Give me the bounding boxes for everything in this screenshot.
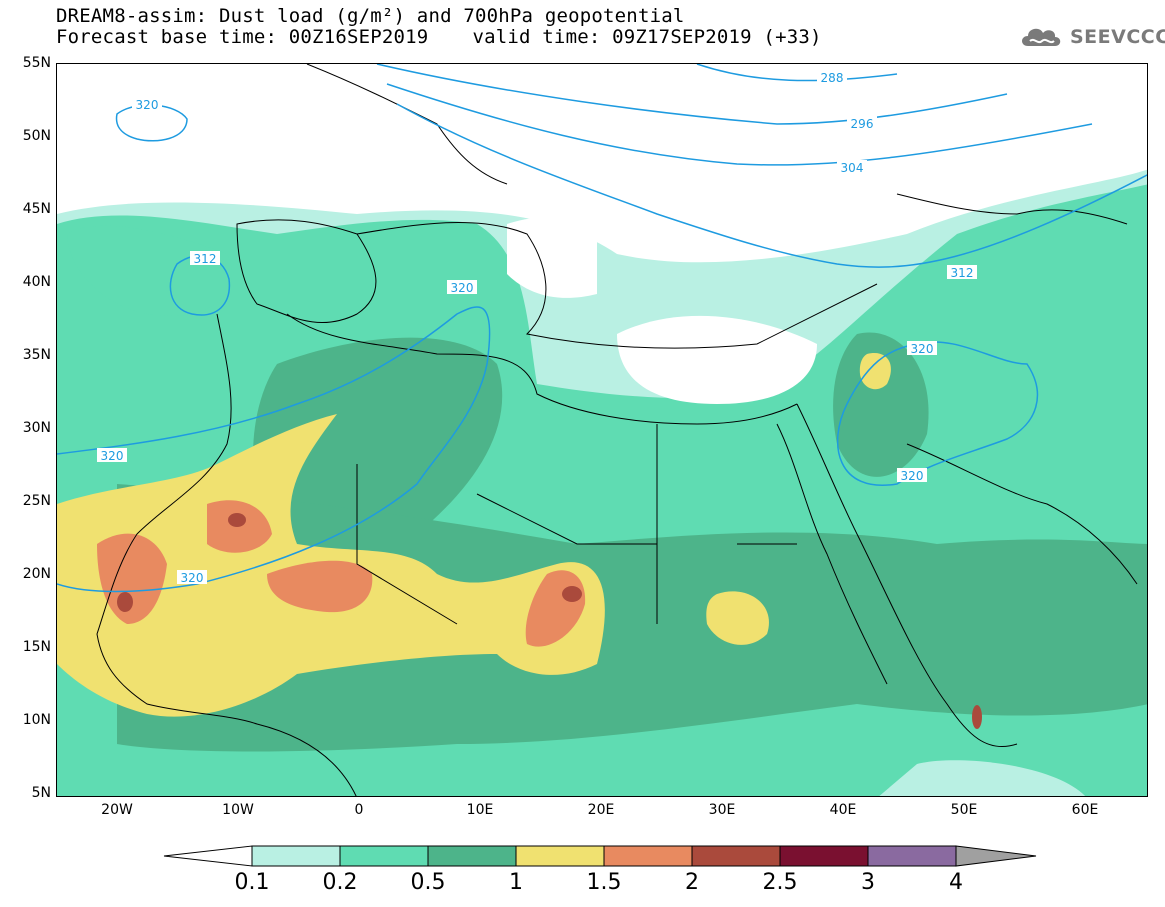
colorbar-swatch	[339, 845, 429, 867]
map-title: DREAM8-assim: Dust load (g/m²) and 700hP…	[56, 5, 685, 27]
lon-label: 50E	[950, 802, 978, 818]
dust-load-field	[57, 169, 1147, 796]
colorbar-label: 0.5	[410, 870, 446, 895]
contour-label: 312	[951, 266, 974, 280]
contour-label: 320	[901, 469, 924, 483]
dust-shade-2	[117, 592, 133, 612]
contour-label: 312	[194, 252, 217, 266]
contour-label: 320	[451, 281, 474, 295]
contour-label: 320	[101, 449, 124, 463]
colorbar-label: 2.5	[762, 870, 798, 895]
lon-label: 10E	[466, 802, 494, 818]
dust-shade-2	[228, 513, 246, 527]
dust-shade-0.5	[117, 484, 1147, 752]
lon-label: 0	[354, 802, 364, 818]
dust-shade-1.5	[267, 560, 373, 613]
lat-label: 5N	[31, 785, 51, 801]
contour-label: 304	[841, 161, 864, 175]
low-dust-area	[507, 216, 597, 298]
contour-label: 320	[181, 571, 204, 585]
contour-label: 288	[821, 71, 844, 85]
seevccc-logo: SEEVCCC	[1018, 24, 1165, 50]
map-canvas: 288 296 304 312 320 320 320 320 320 320 …	[57, 64, 1147, 796]
dust-map: 288 296 304 312 320 320 320 320 320 320 …	[56, 63, 1148, 797]
coastlines	[96, 64, 1138, 796]
colorbar-swatch	[779, 845, 869, 867]
dust-shade-2	[972, 705, 982, 729]
lat-label: 50N	[22, 128, 51, 144]
lat-label: 10N	[22, 712, 51, 728]
lat-label: 40N	[22, 274, 51, 290]
colorbar-label: 0.2	[322, 870, 358, 895]
dust-shade-1.5	[97, 533, 167, 624]
colorbar-label: 1.5	[586, 870, 622, 895]
colorbar-swatch	[603, 845, 693, 867]
colorbar-label: 0.1	[234, 870, 270, 895]
cloud-icon	[1022, 28, 1061, 46]
low-dust-area	[617, 315, 817, 404]
base-time: Forecast base time: 00Z16SEP2019	[56, 26, 429, 48]
dust-shade-0.5	[833, 332, 929, 477]
colorbar-max-arrow	[955, 845, 1037, 867]
lat-label: 20N	[22, 566, 51, 582]
dust-shade-0.2	[67, 225, 233, 316]
colorbar-min-arrow	[163, 845, 253, 867]
colorbar-swatch	[427, 845, 517, 867]
lat-label: 15N	[22, 639, 51, 655]
dust-shade-1	[859, 353, 891, 390]
lon-label: 20W	[101, 802, 133, 818]
colorbar-label: 2	[685, 870, 699, 895]
contour-label: 320	[911, 342, 934, 356]
lon-label: 60E	[1071, 802, 1099, 818]
colorbar-swatch	[515, 845, 605, 867]
lat-label: 45N	[22, 201, 51, 217]
dust-shade-0.5	[253, 337, 503, 549]
lon-label: 40E	[829, 802, 857, 818]
colorbar	[163, 845, 1037, 867]
colorbar-swatch	[251, 845, 341, 867]
colorbar-swatch	[867, 845, 957, 867]
lat-label: 35N	[22, 347, 51, 363]
lon-label: 20E	[587, 802, 615, 818]
dust-shade-1	[706, 591, 769, 645]
colorbar-label: 3	[861, 870, 875, 895]
contour-label: 320	[136, 98, 159, 112]
colorbar-label: 4	[949, 870, 963, 895]
map-subtitle: Forecast base time: 00Z16SEP2019 valid ti…	[56, 27, 822, 47]
lat-label: 30N	[22, 420, 51, 436]
lat-label: 55N	[22, 55, 51, 71]
dust-shade-2	[562, 586, 582, 602]
valid-time: valid time: 09Z17SEP2019 (+33)	[472, 26, 822, 48]
contour-label: 296	[851, 117, 874, 131]
colorbar-swatch	[691, 845, 781, 867]
lat-label: 25N	[22, 493, 51, 509]
logo-text: SEEVCCC	[1070, 26, 1165, 48]
lon-label: 10W	[222, 802, 254, 818]
lon-label: 30E	[708, 802, 736, 818]
colorbar-label: 1	[509, 870, 523, 895]
